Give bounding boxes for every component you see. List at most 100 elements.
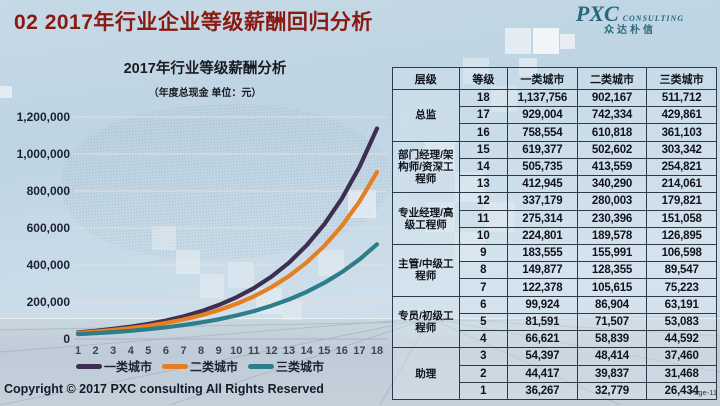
salary-cell: 122,378 <box>507 278 578 297</box>
chart-subtitle: （年度总现金 单位：元） <box>148 88 262 99</box>
salary-cell: 254,821 <box>646 157 717 177</box>
table-row: 17 929,004 742,334 429,861 <box>393 106 717 125</box>
grade-cell: 17 <box>458 106 509 125</box>
level-cell: 助理 <box>392 347 460 400</box>
salary-cell: 99,924 <box>507 295 578 314</box>
grade-cell: 10 <box>458 226 509 245</box>
salary-cell: 280,003 <box>576 192 648 211</box>
level-cell: 部门经理/架构师/资深工程师 <box>392 140 460 194</box>
svg-text:5: 5 <box>145 345 151 357</box>
logo-brand-text: PXC <box>575 1 619 26</box>
svg-text:800,000: 800,000 <box>27 184 71 198</box>
salary-cell: 106,598 <box>646 243 717 263</box>
salary-cell: 189,578 <box>576 226 648 245</box>
salary-cell: 37,460 <box>646 347 717 366</box>
table-row: 7 122,378 105,615 75,223 <box>393 278 717 297</box>
company-logo: PXC CONSULTING 众达朴信 <box>550 3 710 36</box>
salary-cell: 26,434 <box>646 381 717 401</box>
salary-cell: 224,801 <box>507 226 578 245</box>
legend-item-2: 二类城市 <box>161 358 238 375</box>
svg-text:1,200,000: 1,200,000 <box>17 110 71 124</box>
grade-cell: 15 <box>458 140 509 159</box>
salary-cell: 31,468 <box>646 364 717 383</box>
svg-text:1,000,000: 1,000,000 <box>17 147 71 161</box>
salary-cell: 53,083 <box>646 312 717 332</box>
svg-text:3: 3 <box>110 345 116 357</box>
salary-cell: 429,861 <box>646 106 717 125</box>
salary-cell: 89,547 <box>646 261 717 280</box>
salary-cell: 275,314 <box>507 209 578 228</box>
svg-text:400,000: 400,000 <box>27 258 71 272</box>
svg-text:200,000: 200,000 <box>27 295 71 309</box>
salary-cell: 155,991 <box>576 243 648 263</box>
table-row: 14 505,735 413,559 254,821 <box>393 157 717 177</box>
salary-cell: 610,818 <box>576 123 648 142</box>
table-row: 专业经理/高级工程师 12 337,179 280,003 179,821 <box>392 192 717 245</box>
copyright-text: Copyright © 2017 PXC consulting All Righ… <box>4 382 324 396</box>
grade-cell: 4 <box>458 330 509 349</box>
svg-text:14: 14 <box>301 345 314 357</box>
logo-chinese-name: 众达朴信 <box>604 25 656 36</box>
salary-cell: 413,559 <box>576 157 648 177</box>
svg-text:12: 12 <box>265 345 277 357</box>
svg-text:17: 17 <box>353 345 365 357</box>
salary-cell: 214,061 <box>646 175 717 194</box>
salary-cell: 183,555 <box>507 243 578 263</box>
grade-cell: 14 <box>458 157 509 177</box>
table-row: 10 224,801 189,578 126,895 <box>393 226 717 245</box>
table-row: 8 149,877 128,355 89,547 <box>393 261 717 280</box>
salary-cell: 361,103 <box>646 123 717 142</box>
column-header: 层级 <box>392 67 460 90</box>
salary-cell: 303,342 <box>646 140 717 159</box>
salary-cell: 179,821 <box>646 192 717 211</box>
svg-text:13: 13 <box>283 345 295 357</box>
grade-cell: 18 <box>458 88 509 108</box>
logo-suffix-text: CONSULTING <box>622 14 685 23</box>
salary-cell: 54,397 <box>507 347 578 366</box>
salary-cell: 71,507 <box>576 312 648 332</box>
legend-marker <box>248 364 274 369</box>
salary-cell: 902,167 <box>576 88 648 108</box>
salary-cell: 86,904 <box>576 295 648 314</box>
salary-cell: 36,267 <box>507 381 578 401</box>
salary-cell: 63,191 <box>646 295 717 314</box>
salary-cell: 44,417 <box>507 364 578 383</box>
svg-text:18: 18 <box>371 345 383 357</box>
salary-cell: 742,334 <box>576 106 648 125</box>
salary-cell: 505,735 <box>507 157 578 177</box>
grade-cell: 7 <box>458 278 509 297</box>
svg-text:600,000: 600,000 <box>27 221 71 235</box>
table-row: 专员/初级工程师 6 99,924 86,904 63,191 <box>392 295 717 349</box>
table-header-row: 层级 等级 一类城市 二类城市 三类城市 <box>392 67 717 90</box>
svg-text:1: 1 <box>75 345 81 357</box>
legend-label: 二类城市 <box>189 360 238 374</box>
salary-cell: 337,179 <box>507 192 578 211</box>
svg-text:6: 6 <box>163 345 169 357</box>
salary-cell: 126,895 <box>646 226 717 245</box>
legend-marker <box>161 364 188 369</box>
chart-title: 2017年行业等级薪酬分析 <box>123 61 287 77</box>
level-cell: 总监 <box>392 89 460 142</box>
salary-cell: 412,945 <box>507 175 578 194</box>
grade-cell: 16 <box>458 123 509 142</box>
salary-cell: 149,877 <box>507 261 578 280</box>
table-row: 部门经理/架构师/资深工程师 15 619,377 502,602 303,342 <box>392 140 717 194</box>
slide-title: 02 2017年行业企业等级薪酬回归分析 <box>14 11 373 34</box>
grade-cell: 2 <box>458 364 509 383</box>
column-header: 一类城市 <box>507 67 578 90</box>
salary-cell: 151,058 <box>646 209 717 228</box>
salary-cell: 66,621 <box>507 330 578 349</box>
salary-cell: 128,355 <box>576 261 648 280</box>
table-row: 16 758,554 610,818 361,103 <box>393 123 717 142</box>
svg-text:11: 11 <box>248 345 260 357</box>
salary-chart-panel: 2017年行业等级薪酬分析 （年度总现金 单位：元） 0 200,000 400,0… <box>0 55 400 385</box>
table-row: 4 66,621 58,839 44,592 <box>393 330 717 349</box>
salary-cell: 929,004 <box>507 106 578 125</box>
grade-cell: 9 <box>458 243 509 263</box>
line-chart: 0 200,000 400,000 600,000 800,000 1,000,000 1,… <box>17 110 387 357</box>
column-header: 等级 <box>458 67 509 90</box>
salary-cell: 758,554 <box>507 123 578 142</box>
level-cell: 主管/中级工程师 <box>392 243 460 297</box>
column-header: 三类城市 <box>646 67 717 90</box>
salary-cell: 58,839 <box>576 330 648 349</box>
